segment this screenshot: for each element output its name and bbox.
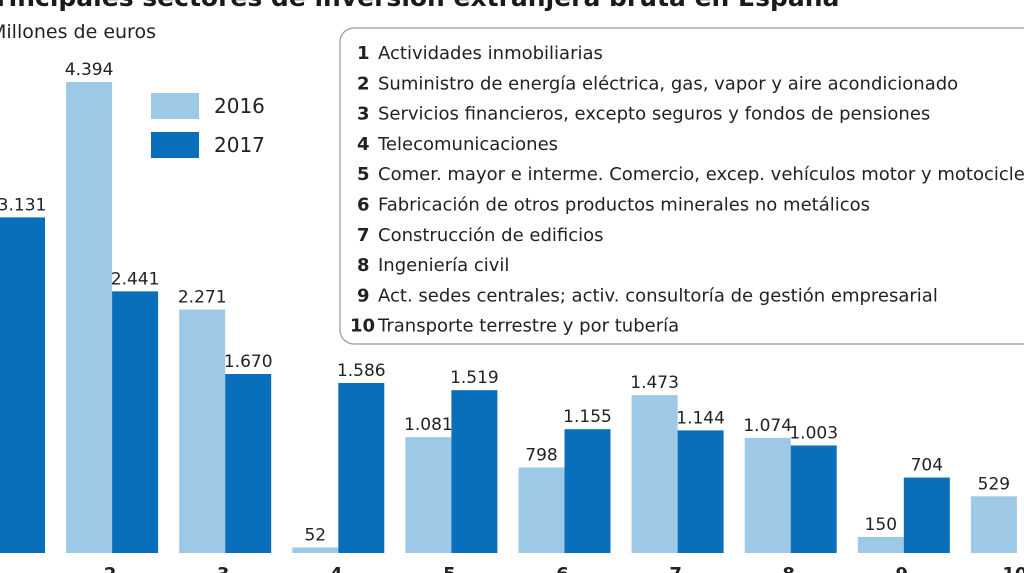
x-tick-label-10: 10: [1002, 564, 1024, 573]
bar-2016-cat-8: [744, 437, 791, 553]
category-legend-number: 7: [357, 225, 370, 246]
data-label-2017-cat-4: 1.586: [337, 361, 386, 381]
bar-2017-cat-4: [338, 382, 385, 553]
bar-2016-cat-6: [518, 467, 565, 553]
legend-label-2016: 2016: [214, 94, 265, 118]
x-tick-label-4: 4: [330, 564, 343, 573]
bar-2016-cat-10: [970, 496, 1017, 553]
bar-2017-cat-9: [903, 477, 950, 553]
category-legend-number: 4: [357, 134, 370, 155]
bar-2016-cat-4: [292, 547, 339, 553]
data-label-2017-cat-6: 1.155: [563, 407, 612, 427]
data-label-2017-cat-7: 1.144: [676, 408, 725, 428]
category-legend-number: 8: [357, 255, 370, 276]
data-label-2016-cat-7: 1.473: [630, 373, 679, 393]
data-label-2016-cat-8: 1.074: [743, 416, 792, 436]
category-legend-number: 3: [357, 104, 370, 125]
data-label-2017-cat-3: 1.670: [224, 352, 273, 372]
x-tick-label-2: 2: [104, 564, 117, 573]
bar-2017-cat-3: [225, 373, 272, 553]
data-label-2017-cat-1: 3.131: [0, 195, 46, 215]
data-label-2016-cat-9: 150: [865, 515, 897, 535]
x-tick-label-6: 6: [556, 564, 569, 573]
category-legend-label: Suministro de energía eléctrica, gas, va…: [378, 73, 958, 94]
category-legend-label: Ingeniería civil: [378, 255, 509, 276]
category-legend-label: Fabricación de otros productos minerales…: [378, 195, 870, 216]
data-label-2017-cat-2: 2.441: [111, 269, 160, 289]
data-label-2017-cat-8: 1.003: [789, 423, 838, 443]
data-label-2016-cat-6: 798: [525, 445, 557, 465]
category-legend-label: Telecomunicaciones: [377, 134, 558, 155]
data-label-2016-cat-5: 1.081: [404, 415, 453, 435]
data-label-2017-cat-9: 704: [911, 456, 943, 476]
data-label-2016-cat-3: 2.271: [178, 288, 227, 308]
bar-2017-cat-5: [451, 390, 498, 553]
category-legend-number: 1: [357, 43, 370, 64]
data-label-2016-cat-4: 52: [304, 525, 326, 545]
chart-title: Principales sectores de inversión extran…: [0, 0, 839, 12]
bar-2016-cat-7: [631, 395, 678, 553]
category-legend-number: 5: [357, 164, 370, 185]
x-tick-label-7: 7: [669, 564, 682, 573]
x-tick-label-8: 8: [782, 564, 795, 573]
x-tick-label-9: 9: [896, 564, 909, 573]
category-legend-box: [339, 27, 1024, 345]
category-legend-label: Act. sedes centrales; activ. consultoría…: [378, 285, 938, 306]
bar-2017-cat-8: [790, 445, 837, 553]
bar-2017-cat-1: [0, 217, 45, 553]
bar-2016-cat-5: [405, 437, 452, 553]
category-legend-label: Servicios financieros, excepto seguros y…: [378, 104, 930, 125]
category-legend-number: 10: [350, 316, 375, 337]
bar-2016-cat-9: [857, 536, 904, 553]
bar-2017-cat-6: [564, 429, 611, 553]
x-tick-label-5: 5: [443, 564, 456, 573]
x-tick-label-3: 3: [217, 564, 230, 573]
bar-2017-cat-7: [677, 430, 724, 553]
category-legend-label: Comer. mayor e interme. Comercio, excep.…: [378, 164, 1024, 185]
category-legend-number: 2: [357, 73, 370, 94]
category-legend-label: Construcción de edificios: [378, 225, 604, 246]
bar-2016-cat-3: [179, 309, 226, 553]
data-label-2016-cat-10: 529: [978, 474, 1010, 494]
category-legend-label: Actividades inmobiliarias: [378, 43, 603, 64]
legend-label-2017: 2017: [214, 133, 265, 157]
category-legend-number: 6: [357, 195, 370, 216]
legend-swatch-2016: [151, 93, 199, 119]
data-label-2017-cat-5: 1.519: [450, 368, 499, 388]
category-legend-number: 9: [357, 285, 370, 306]
y-axis-label: Millones de euros: [0, 21, 156, 43]
legend-swatch-2017: [151, 132, 199, 158]
bar-2017-cat-2: [112, 291, 159, 553]
category-legend-label: Transporte terrestre y por tubería: [377, 316, 679, 337]
bar-2016-cat-2: [66, 82, 113, 553]
data-label-2016-cat-2: 4.394: [65, 60, 114, 80]
x-tick-label-1: 1: [0, 564, 3, 573]
